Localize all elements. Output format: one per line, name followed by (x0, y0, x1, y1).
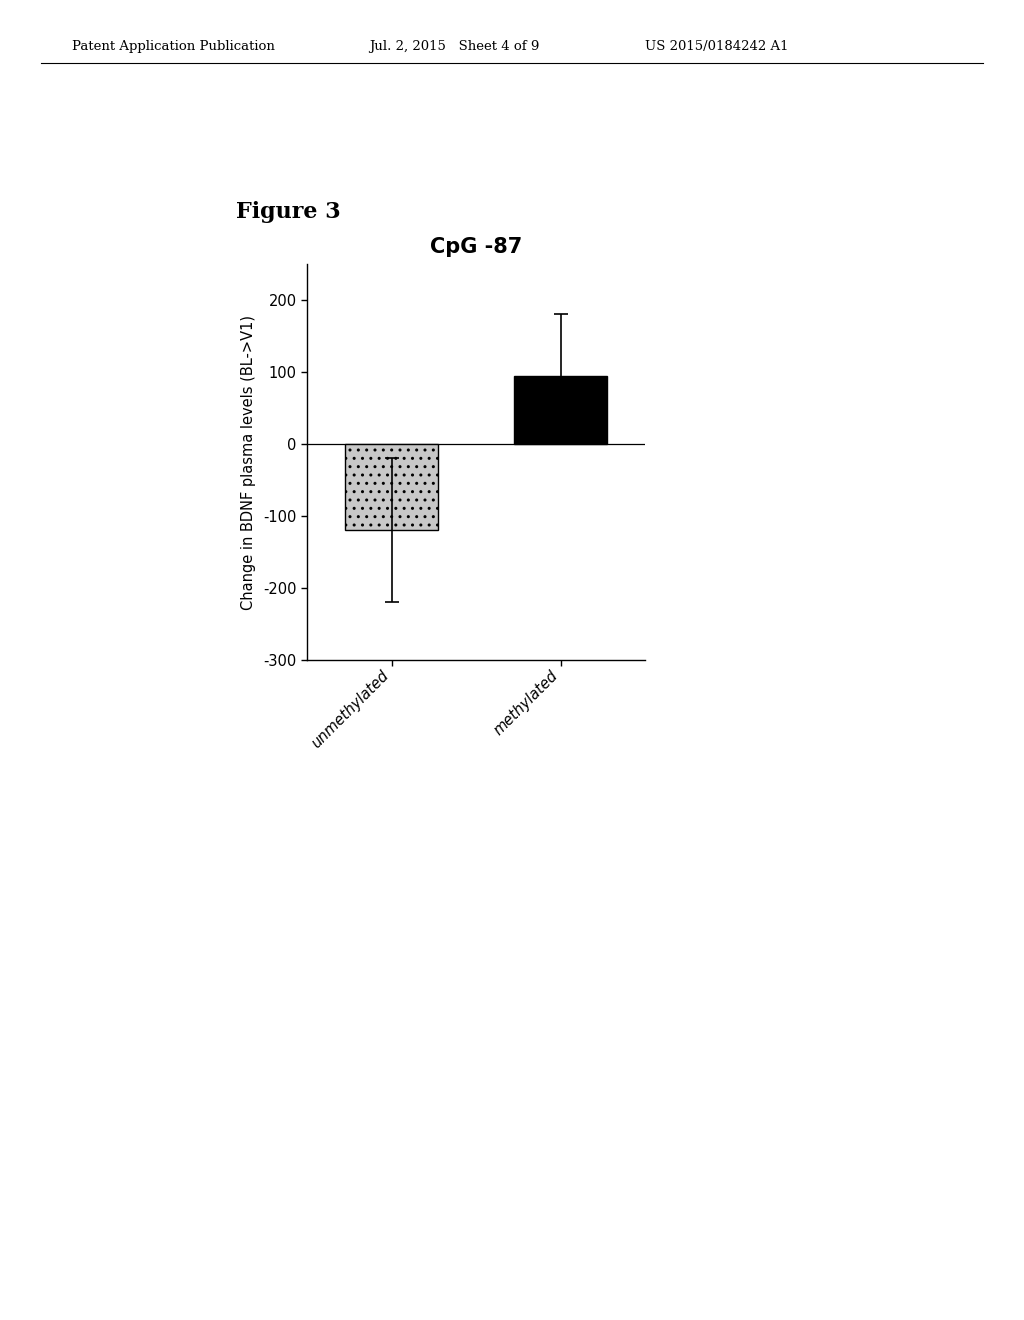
Y-axis label: Change in BDNF plasma levels (BL->V1): Change in BDNF plasma levels (BL->V1) (242, 314, 256, 610)
Title: CpG -87: CpG -87 (430, 236, 522, 257)
Text: Patent Application Publication: Patent Application Publication (72, 40, 274, 53)
Text: Figure 3: Figure 3 (236, 201, 340, 223)
Text: Jul. 2, 2015   Sheet 4 of 9: Jul. 2, 2015 Sheet 4 of 9 (369, 40, 539, 53)
Bar (514, 376, 607, 444)
Bar (345, 444, 438, 531)
Text: US 2015/0184242 A1: US 2015/0184242 A1 (645, 40, 788, 53)
